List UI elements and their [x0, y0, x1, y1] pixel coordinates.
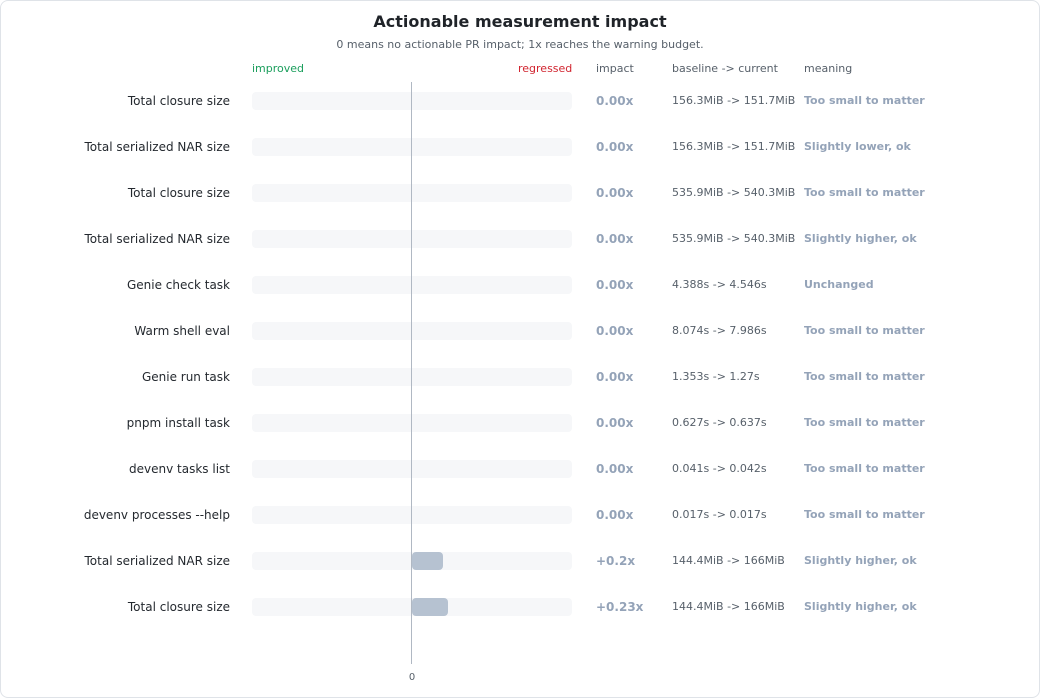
bar-track — [252, 230, 572, 248]
meaning-value: Slightly higher, ok — [804, 600, 917, 613]
chart-row: Genie run task 0.00x 1.353s -> 1.27s Too sm… — [0, 368, 1040, 386]
baseline-current-value: 156.3MiB -> 151.7MiB — [672, 140, 796, 153]
bar-track — [252, 276, 572, 294]
header-baseline-current: baseline -> current — [672, 62, 778, 75]
impact-value: 0.00x — [596, 416, 634, 430]
header-improved: improved — [252, 62, 305, 75]
row-label: Total serialized NAR size — [84, 554, 230, 568]
chart-row: Genie check task 0.00x 4.388s -> 4.546s Unc… — [0, 276, 1040, 294]
bar-track — [252, 322, 572, 340]
row-label: Total serialized NAR size — [84, 232, 230, 246]
bar-track — [252, 506, 572, 524]
meaning-value: Slightly higher, ok — [804, 232, 917, 245]
meaning-value: Too small to matter — [804, 94, 925, 107]
chart-row: Total closure size 0.00x 156.3MiB -> 151.7… — [0, 92, 1040, 110]
chart-row: Total closure size +0.23x 144.4MiB -> 166M… — [0, 598, 1040, 616]
row-label: pnpm install task — [126, 416, 230, 430]
baseline-current-value: 4.388s -> 4.546s — [672, 278, 767, 291]
meaning-value: Slightly lower, ok — [804, 140, 911, 153]
baseline-current-value: 144.4MiB -> 166MiB — [672, 600, 785, 613]
impact-value: 0.00x — [596, 508, 634, 522]
baseline-current-value: 1.353s -> 1.27s — [672, 370, 760, 383]
header-meaning: meaning — [804, 62, 853, 75]
impact-value: 0.00x — [596, 324, 634, 338]
chart-row: Total serialized NAR size 0.00x 535.9MiB -… — [0, 230, 1040, 248]
impact-value: 0.00x — [596, 186, 634, 200]
row-label: devenv tasks list — [129, 462, 230, 476]
meaning-value: Too small to matter — [804, 508, 925, 521]
chart-row: pnpm install task 0.00x 0.627s -> 0.637s To… — [0, 414, 1040, 432]
chart-row: devenv tasks list 0.00x 0.041s -> 0.042s To… — [0, 460, 1040, 478]
baseline-current-value: 144.4MiB -> 166MiB — [672, 554, 785, 567]
chart-subtitle: 0 means no actionable PR impact; 1x reac… — [336, 38, 704, 51]
baseline-current-value: 535.9MiB -> 540.3MiB — [672, 186, 796, 199]
meaning-value: Too small to matter — [804, 370, 925, 383]
bar-track — [252, 138, 572, 156]
row-label: Genie check task — [126, 278, 230, 292]
bar-track — [252, 460, 572, 478]
header-regressed: regressed — [518, 62, 573, 75]
meaning-value: Slightly higher, ok — [804, 554, 917, 567]
bar-track — [252, 552, 572, 570]
chart-row: Total serialized NAR size +0.2x 144.4MiB -… — [0, 552, 1040, 570]
meaning-value: Unchanged — [804, 278, 874, 291]
impact-value: 0.00x — [596, 94, 634, 108]
chart-row: Total serialized NAR size 0.00x 156.3MiB -… — [0, 138, 1040, 156]
row-label: Warm shell eval — [134, 324, 230, 338]
baseline-current-value: 0.041s -> 0.042s — [672, 462, 767, 475]
impact-value: 0.00x — [596, 140, 634, 154]
meaning-value: Too small to matter — [804, 416, 925, 429]
meaning-value: Too small to matter — [804, 186, 925, 199]
row-label: Total serialized NAR size — [84, 140, 230, 154]
impact-value: 0.00x — [596, 462, 634, 476]
bar-track — [252, 368, 572, 386]
impact-value: 0.00x — [596, 232, 634, 246]
axis-tick-zero: 0 — [408, 672, 416, 683]
bar-track — [252, 92, 572, 110]
impact-bar — [412, 598, 449, 616]
impact-value: +0.2x — [596, 554, 636, 568]
row-label: Genie run task — [141, 370, 230, 384]
baseline-current-value: 156.3MiB -> 151.7MiB — [672, 94, 796, 107]
bar-track — [252, 184, 572, 202]
meaning-value: Too small to matter — [804, 324, 925, 337]
zero-axis-line — [411, 82, 412, 664]
row-label: Total closure size — [127, 186, 230, 200]
row-label: Total closure size — [127, 94, 230, 108]
chart-title: Actionable measurement impact — [373, 12, 667, 31]
bar-track — [252, 598, 572, 616]
impact-value: +0.23x — [596, 600, 644, 614]
baseline-current-value: 8.074s -> 7.986s — [672, 324, 767, 337]
baseline-current-value: 0.017s -> 0.017s — [672, 508, 767, 521]
chart-row: devenv processes --help 0.00x 0.017s -> 0.… — [0, 506, 1040, 524]
header-impact: impact — [596, 62, 634, 75]
chart-row: Warm shell eval 0.00x 8.074s -> 7.986s Too … — [0, 322, 1040, 340]
impact-value: 0.00x — [596, 278, 634, 292]
impact-bar — [412, 552, 444, 570]
baseline-current-value: 535.9MiB -> 540.3MiB — [672, 232, 796, 245]
meaning-value: Too small to matter — [804, 462, 925, 475]
chart-row: Total closure size 0.00x 535.9MiB -> 540.3… — [0, 184, 1040, 202]
row-label: devenv processes --help — [83, 508, 230, 522]
impact-value: 0.00x — [596, 370, 634, 384]
baseline-current-value: 0.627s -> 0.637s — [672, 416, 767, 429]
bar-track — [252, 414, 572, 432]
row-label: Total closure size — [127, 600, 230, 614]
